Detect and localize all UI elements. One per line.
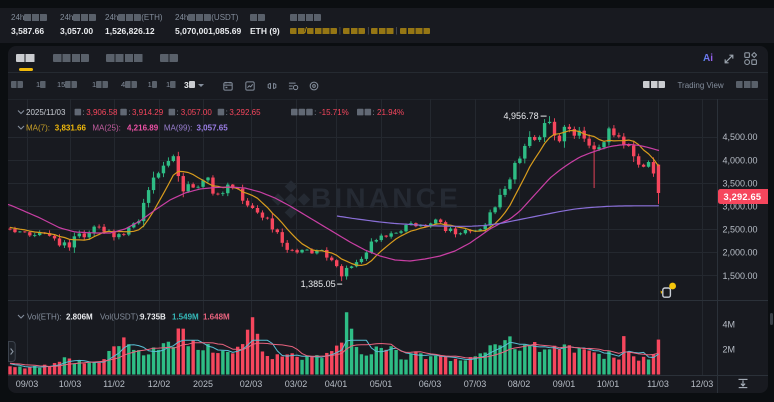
svg-text:Vol(ETH):: Vol(ETH): <box>27 313 62 322</box>
svg-text:MA(25):: MA(25): <box>92 124 120 133</box>
svg-text:12/02: 12/02 <box>148 379 171 389</box>
svg-text::: : <box>177 108 179 117</box>
svg-text:11/02: 11/02 <box>103 379 125 389</box>
svg-text:06/03: 06/03 <box>419 379 442 389</box>
svg-text:4,000.00: 4,000.00 <box>723 155 758 165</box>
svg-text:3,914.29: 3,914.29 <box>132 108 164 117</box>
svg-text:3,906.58: 3,906.58 <box>86 108 118 117</box>
svg-text:21.94%: 21.94% <box>377 108 404 117</box>
svg-text:1.549M: 1.549M <box>172 313 199 322</box>
svg-text:Vol(USDT):: Vol(USDT): <box>100 313 140 322</box>
svg-text:10/01: 10/01 <box>597 379 620 389</box>
svg-text:2,500.00: 2,500.00 <box>723 225 758 235</box>
svg-text:08/02: 08/02 <box>508 379 531 389</box>
svg-text:09/03: 09/03 <box>16 379 39 389</box>
svg-text:3,057.65: 3,057.65 <box>197 124 229 133</box>
svg-text:03/02: 03/02 <box>285 379 308 389</box>
svg-text:4,500.00: 4,500.00 <box>723 132 758 142</box>
svg-text:BINANCE: BINANCE <box>311 183 461 214</box>
svg-text::: : <box>314 108 316 117</box>
svg-text:3,000.00: 3,000.00 <box>723 202 758 212</box>
svg-text:09/01: 09/01 <box>553 379 576 389</box>
svg-text:2,000.00: 2,000.00 <box>723 248 758 258</box>
svg-text:07/03: 07/03 <box>464 379 487 389</box>
svg-text::: : <box>373 108 375 117</box>
svg-text:12/03: 12/03 <box>691 379 714 389</box>
svg-text:02/03: 02/03 <box>240 379 263 389</box>
svg-text:04/01: 04/01 <box>325 379 348 389</box>
svg-text:MA(7):: MA(7): <box>26 124 50 133</box>
svg-text:3,831.66: 3,831.66 <box>55 124 87 133</box>
svg-text:10/03: 10/03 <box>59 379 82 389</box>
svg-text:11/03: 11/03 <box>647 379 669 389</box>
svg-text:2025/11/03: 2025/11/03 <box>26 108 66 117</box>
svg-text:1,500.00: 1,500.00 <box>723 271 758 281</box>
svg-text:4,956.78: 4,956.78 <box>504 111 539 121</box>
svg-text:MA(99):: MA(99): <box>164 124 192 133</box>
svg-text::: : <box>128 108 130 117</box>
svg-text:1.648M: 1.648M <box>203 313 230 322</box>
svg-text:3,292.65: 3,292.65 <box>229 108 261 117</box>
svg-text:2.806M: 2.806M <box>66 313 93 322</box>
svg-text::: : <box>226 108 228 117</box>
svg-text:2025: 2025 <box>193 379 213 389</box>
svg-text:4M: 4M <box>723 320 736 330</box>
svg-text:9.735B: 9.735B <box>140 313 166 322</box>
svg-text:2M: 2M <box>723 345 736 355</box>
svg-text:1,385.05: 1,385.05 <box>301 279 336 289</box>
svg-text:3,292.65: 3,292.65 <box>724 192 762 202</box>
svg-text:4,216.89: 4,216.89 <box>127 124 159 133</box>
svg-text::: : <box>83 108 85 117</box>
svg-text:05/01: 05/01 <box>370 379 393 389</box>
svg-text:3,500.00: 3,500.00 <box>723 178 758 188</box>
svg-text:-15.71%: -15.71% <box>319 108 349 117</box>
svg-text:3,057.00: 3,057.00 <box>181 108 213 117</box>
